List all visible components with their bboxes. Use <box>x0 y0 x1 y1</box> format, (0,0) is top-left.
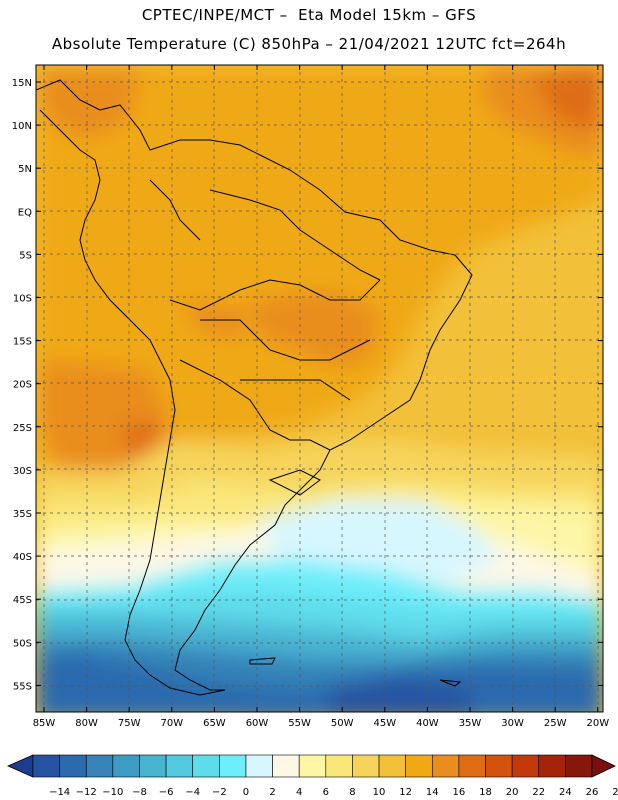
lon-label: 70W <box>160 718 183 729</box>
lat-label: 40S <box>13 552 32 563</box>
colorbar-label: 20 <box>506 787 519 798</box>
lon-label: 55W <box>288 718 311 729</box>
title-line-1: CPTEC/INPE/MCT – Eta Model 15km – GFS <box>141 6 477 24</box>
colorbar-swatch <box>378 754 406 778</box>
lon-label: 60W <box>246 718 269 729</box>
title-line-2: Absolute Temperature (C) 850hPa – 21/04/… <box>51 35 567 53</box>
colorbar-swatch <box>85 754 114 778</box>
colorbar-label: −14 <box>49 787 70 798</box>
lat-label: 35S <box>13 509 32 520</box>
lon-label: 65W <box>203 718 226 729</box>
colorbar-swatch <box>298 754 327 778</box>
lon-label: 40W <box>416 718 439 729</box>
colorbar-label: 0 <box>243 787 249 798</box>
colorbar-label: 12 <box>399 787 412 798</box>
colorbar-label: 24 <box>559 787 572 798</box>
lat-label: 55S <box>13 681 32 692</box>
lon-label: 20W <box>586 718 609 729</box>
field-m10 <box>330 680 470 712</box>
field-22b <box>530 65 603 130</box>
lat-label: 20S <box>13 380 32 391</box>
lon-label: 50W <box>331 718 354 729</box>
colorbar-swatch <box>59 754 87 778</box>
colorbar-swatch <box>325 754 353 778</box>
lat-label: 15N <box>12 78 32 89</box>
colorbar-swatch <box>272 754 300 778</box>
field-6a <box>260 500 500 580</box>
lat-label: 5S <box>19 250 32 261</box>
lon-label: 75W <box>118 718 141 729</box>
colorbar-lower-triangle <box>7 754 34 778</box>
colorbar-label: −4 <box>185 787 200 798</box>
colorbar-swatch <box>405 754 433 778</box>
colorbar-swatch <box>219 754 247 778</box>
colorbar-label: 10 <box>373 787 386 798</box>
lat-label: 45S <box>13 595 32 606</box>
latitude-labels: 15N 10N 5N EQ 5S 10S 15S 20S 25S 30S 35S 40S 45S 50S 5… <box>12 78 32 692</box>
colorbar-label: 8 <box>349 787 355 798</box>
lat-lon-grid <box>36 65 603 712</box>
colorbar-label: 16 <box>453 787 466 798</box>
colorbar-swatch <box>458 754 486 778</box>
colorbar-label: 2 <box>269 787 275 798</box>
lat-label: 10S <box>13 294 32 305</box>
field-m8b <box>36 650 100 712</box>
colorbar-swatch <box>352 754 380 778</box>
colorbar-label: 22 <box>532 787 545 798</box>
axis-ticks <box>36 65 603 712</box>
colorbar-swatch <box>511 754 540 778</box>
field-18b <box>36 65 490 390</box>
colorbar-labels: −14 −12 −10 −8 −6 −4 −2 0 2 4 6 8 10 12 14 16 18 20 22 24 26… <box>49 787 618 798</box>
lat-label: 25S <box>13 423 32 434</box>
lat-label: 30S <box>13 466 32 477</box>
field-20b <box>250 290 380 365</box>
colorbar-label: 6 <box>323 787 329 798</box>
colorbar-label: 18 <box>479 787 492 798</box>
temperature-field <box>36 65 603 712</box>
colorbar-swatch <box>112 754 140 778</box>
lat-label: 5N <box>18 164 32 175</box>
colorbar-swatch <box>192 754 220 778</box>
lon-label: 30W <box>501 718 524 729</box>
lon-label: 25W <box>544 718 567 729</box>
colorbar-swatch <box>165 754 194 778</box>
colorbar-swatch <box>485 754 513 778</box>
longitude-labels: 85W 80W 75W 70W 65W 60W 55W 50W 45W 40W 35W 30W 25W 2… <box>33 718 610 729</box>
colorbar-label: −6 <box>159 787 174 798</box>
colorbar-label: −2 <box>212 787 227 798</box>
colorbar-label: 26 <box>586 787 599 798</box>
colorbar-upper-triangle <box>591 754 616 778</box>
colorbar <box>7 754 616 778</box>
map-frame <box>35 64 604 713</box>
colorbar-label: −8 <box>132 787 147 798</box>
colorbar-label: 14 <box>426 787 439 798</box>
lon-label: 45W <box>373 718 396 729</box>
colorbar-swatch <box>538 754 566 778</box>
colorbar-swatch <box>245 754 273 778</box>
lon-label: 85W <box>33 718 56 729</box>
lat-label: 15S <box>13 337 32 348</box>
lat-label: EQ <box>18 207 32 218</box>
lat-label: 50S <box>13 638 32 649</box>
lat-label: 10N <box>12 121 32 132</box>
lon-label: 35W <box>459 718 482 729</box>
colorbar-label: −12 <box>76 787 97 798</box>
lon-label: 80W <box>75 718 98 729</box>
colorbar-label: 4 <box>296 787 302 798</box>
colorbar-swatch <box>565 754 593 778</box>
colorbar-label: 28 <box>612 787 618 798</box>
colorbar-swatch <box>32 754 60 778</box>
colorbar-swatch <box>431 754 460 778</box>
colorbar-swatch <box>139 754 167 778</box>
colorbar-label: −10 <box>102 787 123 798</box>
